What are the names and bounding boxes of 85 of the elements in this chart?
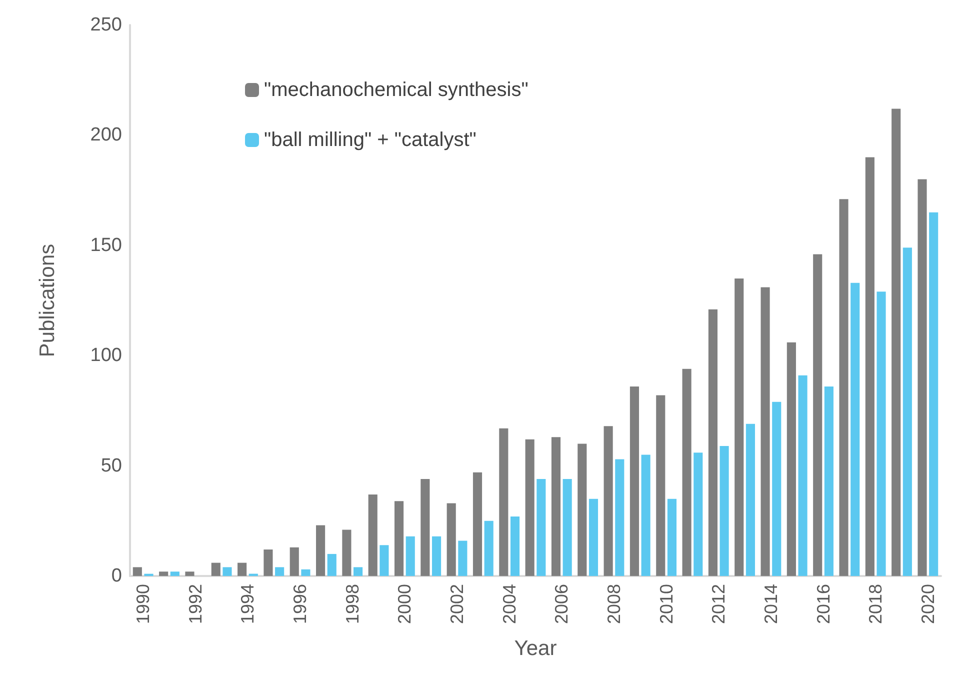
bar (902, 248, 912, 576)
x-tick-label: 2018 (866, 584, 886, 624)
y-tick-label: 0 (111, 566, 122, 586)
bar (275, 567, 284, 576)
bar (824, 386, 834, 576)
bar (708, 309, 718, 576)
bar (746, 424, 755, 576)
bar (420, 479, 430, 576)
bar (159, 572, 168, 576)
x-tick-label: 2020 (918, 584, 938, 624)
bar (694, 452, 703, 576)
bar (562, 479, 572, 576)
bar (813, 254, 822, 576)
bar (839, 199, 848, 576)
bar (772, 402, 782, 576)
bar (578, 444, 587, 576)
bar (641, 454, 650, 576)
bar (667, 498, 677, 576)
bar (929, 212, 938, 576)
x-tick-label: 2016 (813, 584, 834, 624)
bar (656, 395, 666, 576)
x-tick-label: 2010 (656, 584, 676, 624)
bar (876, 292, 886, 576)
bar (446, 503, 456, 576)
bar (484, 520, 494, 576)
y-axis-title: Publications (36, 244, 59, 358)
x-tick-label: 1998 (342, 584, 362, 624)
bar (682, 368, 692, 576)
x-axis-title: Year (514, 637, 557, 660)
bar (406, 536, 415, 576)
bar (510, 516, 520, 576)
x-tick-label: 2000 (394, 584, 415, 624)
bar (264, 550, 273, 576)
bar (536, 479, 546, 576)
x-tick-label: 1994 (238, 584, 258, 624)
bar (432, 536, 442, 576)
bar (354, 567, 363, 576)
bar (865, 157, 874, 576)
bar (211, 562, 220, 576)
x-tick-label: 2014 (760, 584, 781, 624)
bar (368, 494, 378, 576)
x-tick-label: 2004 (499, 584, 520, 624)
bar (132, 567, 142, 576)
bar (525, 439, 534, 576)
x-tick-label: 1990 (133, 584, 154, 624)
x-tick-label: 1996 (290, 584, 310, 624)
x-tick-label: 2002 (447, 584, 468, 624)
bar (380, 545, 389, 576)
bar (892, 108, 901, 576)
y-tick-label: 250 (90, 14, 122, 36)
bar (316, 525, 326, 576)
bar (238, 562, 247, 576)
y-tick-label: 150 (90, 234, 122, 256)
bar (185, 572, 194, 576)
bar (850, 282, 860, 576)
bar (604, 426, 613, 576)
x-tick-label: 2008 (604, 584, 624, 624)
y-tick-label: 100 (90, 345, 122, 366)
bar (222, 567, 232, 576)
legend-label: "ball milling" + "catalyst" (264, 129, 476, 151)
bar (327, 554, 336, 576)
x-tick-label: 1992 (185, 584, 206, 624)
y-tick-label: 200 (90, 124, 122, 146)
bar (499, 428, 508, 576)
bar (170, 572, 180, 576)
x-tick-label: 2012 (708, 584, 729, 624)
bar (472, 472, 482, 576)
legend-label: "mechanochemical synthesis" (264, 79, 528, 101)
bar (630, 386, 640, 576)
bar (458, 540, 468, 576)
bar (760, 287, 770, 576)
bar (786, 342, 796, 576)
bar (918, 179, 927, 576)
bar (798, 375, 808, 576)
bar (615, 459, 624, 576)
bar (394, 501, 404, 576)
bar (734, 278, 744, 576)
bar (301, 569, 310, 576)
bar (588, 498, 598, 576)
bar (290, 547, 299, 576)
bar (551, 437, 561, 576)
bar (342, 530, 352, 576)
bar (720, 446, 729, 576)
y-tick-label: 50 (100, 455, 122, 476)
x-tick-label: 2006 (552, 584, 572, 624)
